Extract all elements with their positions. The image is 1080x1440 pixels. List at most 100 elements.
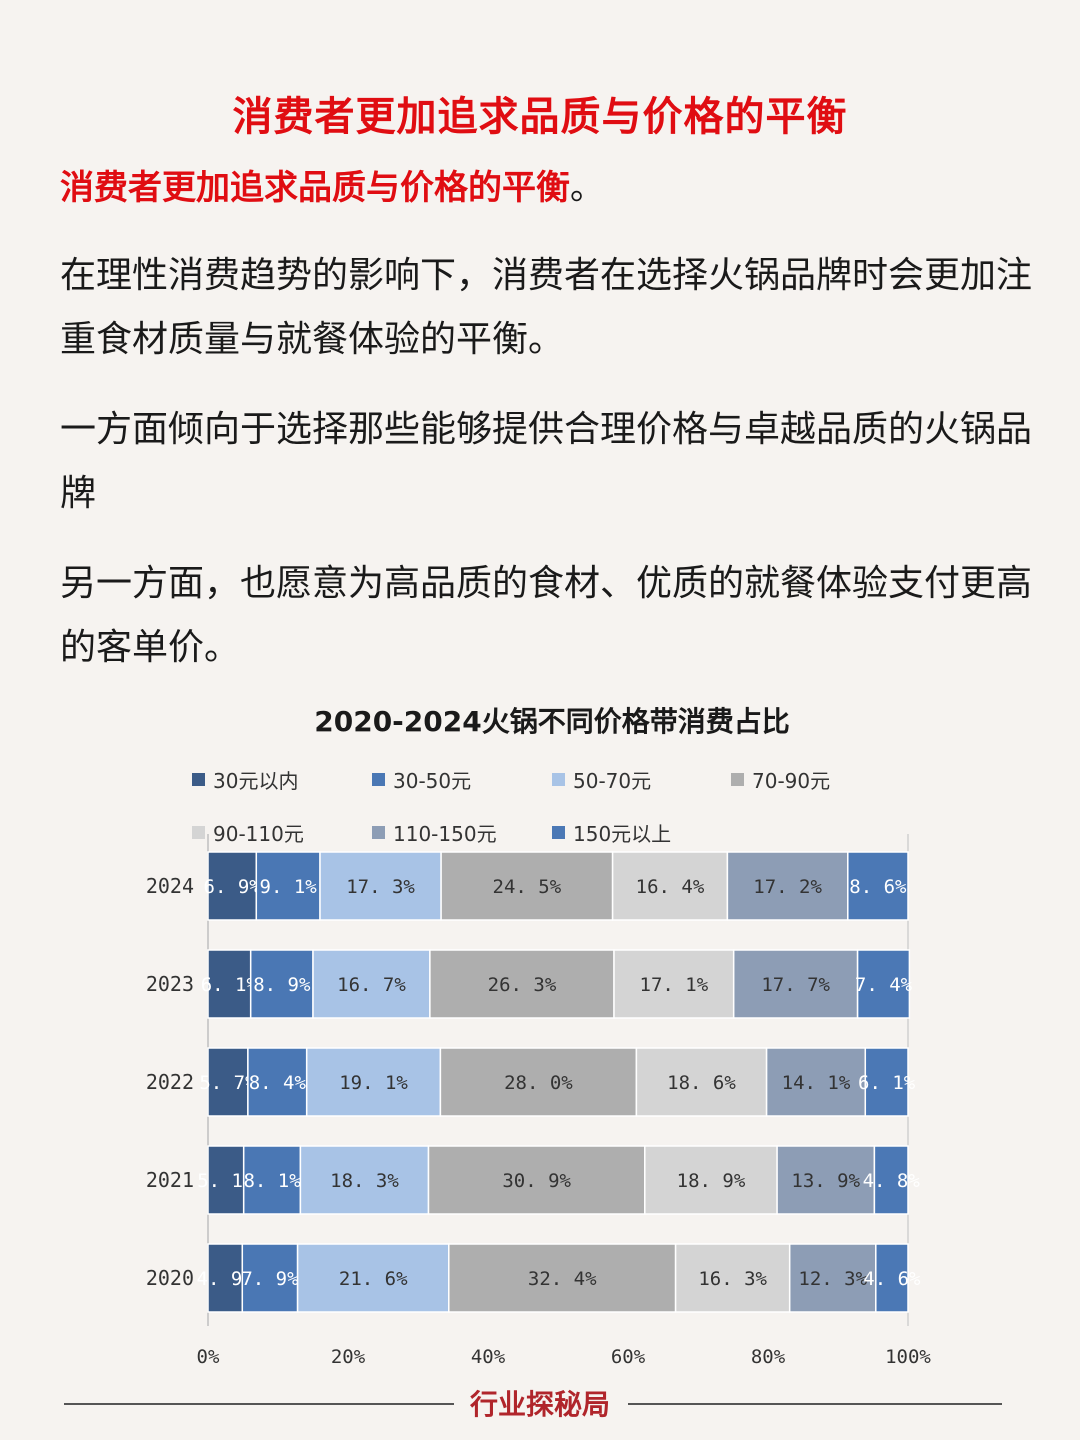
data-label: 13. 9% bbox=[791, 1170, 860, 1192]
data-label: 9. 1% bbox=[260, 876, 318, 898]
bar-segment bbox=[312, 949, 431, 1019]
bar-segment bbox=[856, 949, 911, 1019]
bar-segment bbox=[305, 1047, 442, 1117]
bar-segment bbox=[644, 1145, 778, 1215]
data-label: 8. 4% bbox=[249, 1072, 307, 1094]
data-label: 14. 1% bbox=[782, 1072, 851, 1094]
data-label: 4. 6% bbox=[863, 1268, 921, 1290]
x-tick-label: 60% bbox=[611, 1346, 646, 1368]
data-label: 17. 7% bbox=[761, 974, 830, 996]
y-category-label: 2021 bbox=[146, 1168, 194, 1192]
data-label: 30. 9% bbox=[502, 1170, 571, 1192]
data-label: 4. 9% bbox=[197, 1268, 255, 1290]
legend-swatch bbox=[731, 773, 744, 786]
legend-label: 90-110元 bbox=[213, 822, 304, 846]
legend-label: 50-70元 bbox=[573, 769, 652, 793]
y-category-label: 2024 bbox=[146, 874, 194, 898]
data-label: 18. 3% bbox=[330, 1170, 399, 1192]
legend-swatch bbox=[372, 826, 385, 839]
x-tick-label: 100% bbox=[885, 1346, 931, 1368]
data-label: 16. 7% bbox=[337, 974, 406, 996]
data-label: 7. 9% bbox=[241, 1268, 299, 1290]
data-label: 21. 6% bbox=[339, 1268, 408, 1290]
data-label: 18. 6% bbox=[667, 1072, 736, 1094]
bar-segment bbox=[241, 1243, 299, 1313]
bar-segment bbox=[847, 851, 909, 921]
bar-segment bbox=[674, 1243, 791, 1313]
page-title: 消费者更加追求品质与价格的平衡 bbox=[232, 94, 848, 140]
data-label: 17. 2% bbox=[753, 876, 822, 898]
data-label: 18. 9% bbox=[677, 1170, 746, 1192]
data-label: 5. 7% bbox=[199, 1072, 257, 1094]
legend-item: 30-50元 bbox=[372, 765, 471, 794]
bar-segment bbox=[299, 1145, 430, 1215]
bar-segment bbox=[726, 851, 849, 921]
data-label: 6. 9% bbox=[204, 876, 262, 898]
legend-item: 50-70元 bbox=[552, 765, 651, 794]
data-label: 16. 3% bbox=[698, 1268, 767, 1290]
bar-segment bbox=[207, 1047, 249, 1117]
bar-segment bbox=[864, 1047, 909, 1117]
subtitle-text: 消费者更加追求品质与价格的平衡 bbox=[60, 168, 570, 208]
x-tick-label: 0% bbox=[197, 1346, 220, 1368]
legend-label: 30元以内 bbox=[213, 769, 299, 793]
data-label: 16. 4% bbox=[636, 876, 705, 898]
legend-item: 70-90元 bbox=[731, 765, 830, 794]
y-category-label: 2023 bbox=[146, 972, 194, 996]
footer-divider-right bbox=[628, 1403, 1002, 1405]
bar-segment bbox=[448, 1243, 677, 1313]
x-tick-label: 80% bbox=[751, 1346, 786, 1368]
legend-label: 150元以上 bbox=[573, 822, 672, 846]
legend-label: 70-90元 bbox=[752, 769, 831, 793]
bar-segment bbox=[875, 1243, 909, 1313]
bar-segment bbox=[873, 1145, 909, 1215]
data-label: 8. 9% bbox=[253, 974, 311, 996]
x-tick-label: 40% bbox=[471, 1346, 506, 1368]
data-label: 5. 1% bbox=[197, 1170, 255, 1192]
bar-segment bbox=[732, 949, 859, 1019]
bar-segment bbox=[429, 949, 615, 1019]
legend-label: 30-50元 bbox=[393, 769, 472, 793]
bar-segment bbox=[788, 1243, 877, 1313]
footer-brand: 行业探秘局 bbox=[469, 1388, 610, 1421]
data-label: 6. 1% bbox=[201, 974, 259, 996]
bar-segment bbox=[611, 851, 729, 921]
legend-item: 110-150元 bbox=[372, 818, 497, 847]
footer-divider-left bbox=[64, 1403, 454, 1405]
data-label: 32. 4% bbox=[528, 1268, 597, 1290]
legend-item: 30元以内 bbox=[192, 765, 298, 794]
bar-segment bbox=[247, 1047, 308, 1117]
legend-swatch bbox=[552, 773, 565, 786]
subtitle-period: 。 bbox=[570, 168, 604, 208]
legend-swatch bbox=[192, 773, 205, 786]
legend-item: 90-110元 bbox=[192, 818, 304, 847]
bar-segment bbox=[440, 851, 614, 921]
paragraph-3: 另一方面，也愿意为高品质的食材、优质的就餐体验支付更高的客单价。 bbox=[60, 563, 1033, 668]
bar-segment bbox=[242, 1145, 302, 1215]
data-label: 24. 5% bbox=[493, 876, 562, 898]
data-label: 28. 0% bbox=[504, 1072, 573, 1094]
chart-title: 2020-2024火锅不同价格带消费占比 bbox=[314, 705, 790, 738]
bar-segment bbox=[296, 1243, 450, 1313]
paragraph-1: 在理性消费趋势的影响下，消费者在选择火锅品牌时会更加注重食材质量与就餐体验的平衡… bbox=[60, 255, 1033, 360]
data-label: 4. 8% bbox=[863, 1170, 921, 1192]
y-category-label: 2022 bbox=[146, 1070, 194, 1094]
legend-swatch bbox=[192, 826, 205, 839]
data-label: 6. 1% bbox=[858, 1072, 916, 1094]
legend-item: 150元以上 bbox=[552, 818, 671, 847]
y-category-label: 2020 bbox=[146, 1266, 194, 1290]
data-label: 12. 3% bbox=[798, 1268, 867, 1290]
data-label: 7. 4% bbox=[855, 974, 913, 996]
data-label: 8. 6% bbox=[849, 876, 907, 898]
bar-segment bbox=[207, 949, 252, 1019]
data-label: 17. 1% bbox=[640, 974, 709, 996]
paragraph-2: 一方面倾向于选择那些能够提供合理价格与卓越品质的火锅品牌 bbox=[60, 409, 1033, 514]
data-label: 19. 1% bbox=[339, 1072, 408, 1094]
bar-segment bbox=[613, 949, 735, 1019]
data-label: 26. 3% bbox=[488, 974, 557, 996]
data-label: 8. 1% bbox=[243, 1170, 301, 1192]
bar-segment bbox=[207, 1243, 244, 1313]
x-tick-label: 20% bbox=[331, 1346, 366, 1368]
legend-swatch bbox=[372, 773, 385, 786]
